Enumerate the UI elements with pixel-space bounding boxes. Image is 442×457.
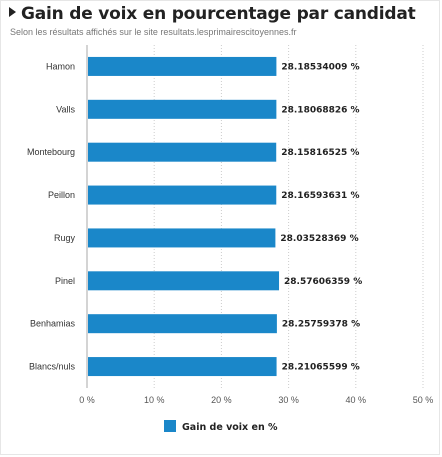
- bar-2[interactable]: [88, 142, 277, 162]
- bar-0[interactable]: [88, 56, 277, 76]
- value-label-3: 28.16593631 %: [281, 191, 359, 201]
- x-tick-label-5: 50 %: [413, 395, 434, 405]
- value-label-7: 28.21065599 %: [282, 363, 360, 373]
- value-label-1: 28.18068826 %: [281, 105, 359, 115]
- x-tick-label-0: 0 %: [79, 395, 95, 405]
- category-label-0: Hamon: [46, 61, 75, 71]
- value-label-5: 28.57606359 %: [284, 277, 362, 287]
- legend-swatch: [164, 420, 176, 432]
- bar-7[interactable]: [88, 357, 277, 377]
- category-label-3: Peillon: [48, 190, 75, 200]
- x-tick-label-3: 30 %: [278, 395, 299, 405]
- category-label-5: Pinel: [55, 276, 75, 286]
- value-label-2: 28.15816525 %: [281, 148, 359, 158]
- category-label-4: Rugy: [54, 233, 76, 243]
- bar-1[interactable]: [88, 99, 277, 119]
- category-label-1: Valls: [56, 104, 75, 114]
- legend-label: Gain de voix en %: [182, 422, 278, 433]
- x-tick-label-1: 10 %: [144, 395, 165, 405]
- chart-subtitle: Selon les résultats affichés sur le site…: [10, 27, 297, 37]
- bar-3[interactable]: [88, 185, 277, 205]
- category-label-6: Benhamias: [30, 319, 76, 329]
- bar-4[interactable]: [88, 228, 276, 248]
- bar-6[interactable]: [88, 314, 277, 334]
- x-tick-label-2: 20 %: [211, 395, 232, 405]
- x-tick-label-4: 40 %: [346, 395, 367, 405]
- bar-5[interactable]: [88, 271, 280, 291]
- category-label-2: Montebourg: [27, 147, 75, 157]
- value-label-0: 28.18534009 %: [281, 62, 359, 72]
- category-label-7: Blancs/nuls: [29, 362, 76, 372]
- title-block: Gain de voix en pourcentage par candidat: [9, 4, 416, 24]
- value-label-6: 28.25759378 %: [282, 320, 360, 330]
- legend[interactable]: Gain de voix en %: [164, 420, 278, 433]
- value-label-4: 28.03528369 %: [280, 234, 358, 244]
- title-arrow-icon: [9, 7, 16, 17]
- chart-title: Gain de voix en pourcentage par candidat: [21, 4, 416, 24]
